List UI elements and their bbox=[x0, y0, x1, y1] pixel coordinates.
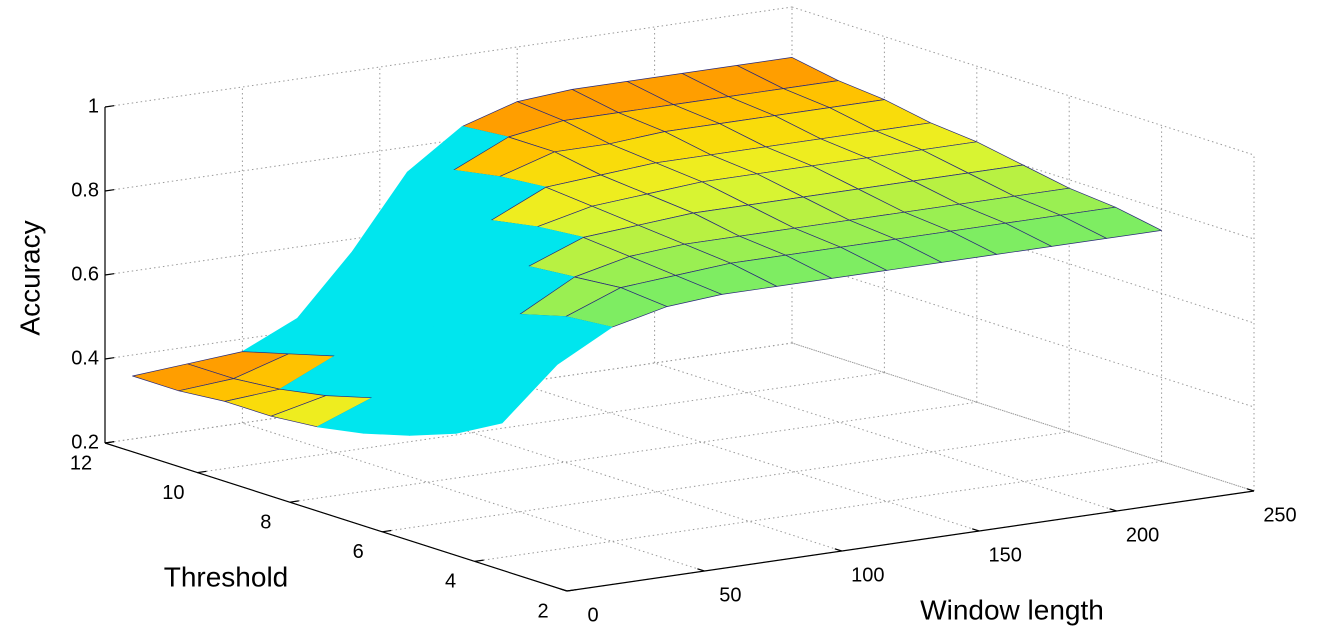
y-axis bbox=[104, 442, 568, 592]
y-tick-label: 6 bbox=[353, 541, 364, 563]
z-tick-label: 0.4 bbox=[71, 347, 99, 369]
grid-line bbox=[104, 6, 793, 108]
z-tick bbox=[104, 189, 115, 192]
grid-line bbox=[791, 258, 1255, 408]
y-tick-label: 10 bbox=[162, 482, 184, 504]
x-axis bbox=[566, 490, 1255, 592]
grid-line bbox=[382, 431, 1070, 533]
z-tick bbox=[104, 357, 115, 360]
x-axis-title: Window length bbox=[920, 594, 1104, 625]
grid-line bbox=[654, 362, 1117, 512]
y-tick bbox=[566, 589, 577, 592]
x-tick bbox=[559, 588, 568, 592]
z-tick bbox=[104, 105, 115, 108]
x-tick bbox=[972, 528, 980, 532]
x-tick bbox=[834, 548, 842, 552]
z-tick-label: 0.2 bbox=[71, 431, 99, 453]
x-tick-label: 200 bbox=[1126, 524, 1159, 546]
x-tick bbox=[697, 568, 705, 572]
x-tick-label: 150 bbox=[989, 544, 1022, 566]
y-tick-label: 2 bbox=[537, 600, 548, 622]
y-tick bbox=[474, 559, 484, 562]
grid-line bbox=[197, 372, 885, 474]
grid-line bbox=[517, 382, 980, 532]
y-tick-label: 4 bbox=[445, 571, 456, 593]
z-axis-title: Accuracy bbox=[14, 220, 45, 335]
x-tick-label: 100 bbox=[851, 564, 884, 586]
x-tick bbox=[1246, 488, 1255, 492]
grid-line bbox=[791, 342, 1255, 492]
x-tick-label: 0 bbox=[587, 604, 598, 626]
grid-line bbox=[289, 401, 977, 503]
surface bbox=[132, 57, 1162, 436]
grid-line bbox=[242, 422, 705, 572]
z-tick-label: 1 bbox=[88, 95, 99, 117]
x-tick-label: 50 bbox=[719, 584, 741, 606]
x-tick bbox=[1109, 508, 1117, 512]
y-tick-label: 12 bbox=[70, 452, 92, 474]
y-tick bbox=[197, 470, 207, 474]
y-axis-title: Threshold bbox=[164, 561, 289, 592]
y-tick bbox=[382, 529, 392, 533]
z-tick-label: 0.6 bbox=[71, 263, 99, 285]
surface-face bbox=[455, 364, 558, 434]
z-tick-label: 0.8 bbox=[71, 179, 99, 201]
grid-line bbox=[474, 460, 1162, 562]
z-tick bbox=[104, 273, 115, 276]
y-tick-label: 8 bbox=[260, 511, 271, 533]
y-tick bbox=[289, 500, 299, 503]
y-tick bbox=[104, 441, 115, 444]
x-tick-label: 250 bbox=[1263, 504, 1296, 526]
